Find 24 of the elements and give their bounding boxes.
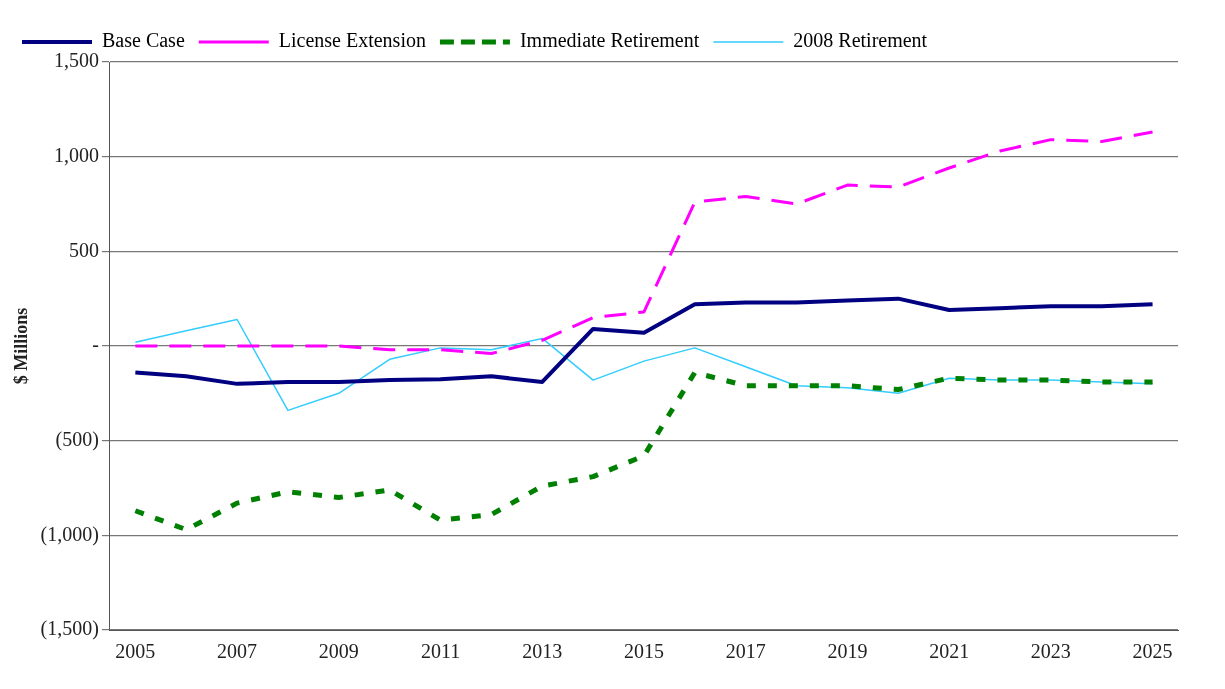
x-tick-label: 2021 xyxy=(929,640,970,663)
legend-label: Base Case xyxy=(102,29,185,52)
x-tick-label: 2025 xyxy=(1132,640,1173,663)
x-tick-label: 2023 xyxy=(1030,640,1071,663)
y-tick-label: (1,000) xyxy=(40,522,99,546)
x-tick-label: 2007 xyxy=(217,640,258,663)
x-tick-label: 2013 xyxy=(522,640,563,663)
line-series xyxy=(133,130,1155,356)
y-tick-label: (500) xyxy=(55,427,99,451)
y-tick-label: 1,000 xyxy=(53,143,99,166)
y-tick-label: 1,500 xyxy=(53,49,99,72)
x-tick-label: 2015 xyxy=(623,640,664,663)
legend-label: 2008 Retirement xyxy=(793,29,928,52)
x-tick-label: 2017 xyxy=(725,640,766,663)
legend-label: License Extension xyxy=(278,29,426,52)
x-tick-label: 2009 xyxy=(318,640,359,663)
y-tick-label: 500 xyxy=(68,238,99,261)
x-tick-label: 2005 xyxy=(115,640,156,663)
legend-label: Immediate Retirement xyxy=(519,29,700,52)
x-tick-label: 2019 xyxy=(827,640,868,663)
x-tick-label: 2011 xyxy=(420,640,461,663)
y-axis-title: $ Millions xyxy=(11,307,32,385)
y-tick-label: (1,500) xyxy=(40,617,99,641)
y-tick-label: - xyxy=(92,333,99,356)
